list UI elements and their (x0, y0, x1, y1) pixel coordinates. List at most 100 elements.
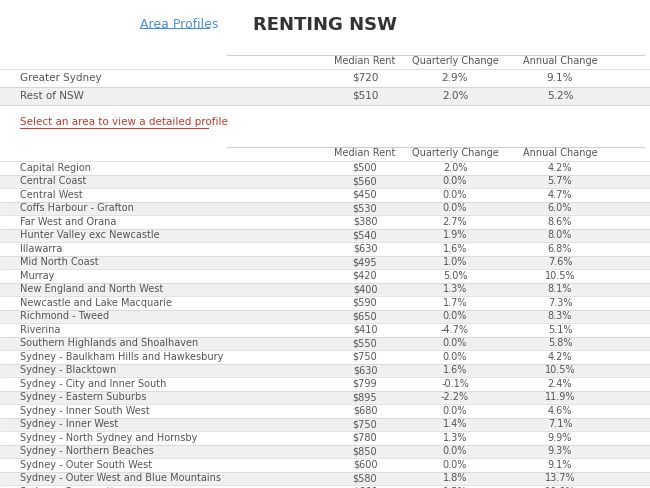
Text: 8.6%: 8.6% (548, 217, 572, 227)
Text: 0.0%: 0.0% (443, 406, 467, 416)
Text: New England and North West: New England and North West (20, 284, 163, 294)
Text: 1.3%: 1.3% (443, 433, 467, 443)
Text: 1.8%: 1.8% (443, 473, 467, 483)
Text: Sydney - Parramatta: Sydney - Parramatta (20, 487, 120, 488)
Text: 0.0%: 0.0% (443, 190, 467, 200)
Text: $495: $495 (353, 257, 377, 267)
Text: $550: $550 (352, 338, 378, 348)
Text: Sydney - Outer West and Blue Mountains: Sydney - Outer West and Blue Mountains (20, 473, 221, 483)
Text: Sydney - Eastern Suburbs: Sydney - Eastern Suburbs (20, 392, 146, 402)
Text: 9.1%: 9.1% (548, 460, 572, 470)
Text: 0.0%: 0.0% (443, 460, 467, 470)
Text: 8.0%: 8.0% (548, 230, 572, 240)
Text: 7.3%: 7.3% (548, 298, 572, 308)
Bar (0, 418, 650, 431)
Bar (0, 269, 650, 283)
Bar (0, 161, 650, 175)
Text: 1.9%: 1.9% (443, 230, 467, 240)
Bar (0, 364, 650, 377)
Text: $580: $580 (353, 473, 377, 483)
Text: $500: $500 (353, 163, 377, 173)
Bar (0, 215, 650, 228)
Text: $560: $560 (353, 176, 377, 186)
Text: 0.0%: 0.0% (443, 352, 467, 362)
Text: 1.6%: 1.6% (443, 365, 467, 375)
Text: 5.2%: 5.2% (547, 91, 573, 101)
Text: Capital Region: Capital Region (20, 163, 91, 173)
Bar (0, 390, 650, 404)
Text: 2.0%: 2.0% (443, 163, 467, 173)
Bar (0, 377, 650, 390)
Text: $850: $850 (353, 446, 377, 456)
Text: Mid North Coast: Mid North Coast (20, 257, 99, 267)
Text: $780: $780 (353, 433, 377, 443)
Bar (0, 350, 650, 364)
Text: 4.2%: 4.2% (548, 163, 572, 173)
Text: 5.0%: 5.0% (443, 271, 467, 281)
Text: $630: $630 (353, 244, 377, 254)
Text: $680: $680 (353, 406, 377, 416)
Text: RENTING NSW: RENTING NSW (253, 16, 397, 34)
Text: $600: $600 (353, 460, 377, 470)
Text: Median Rent: Median Rent (334, 148, 396, 158)
Bar (0, 188, 650, 202)
Text: $750: $750 (352, 352, 378, 362)
Bar (0, 242, 650, 256)
Text: -0.1%: -0.1% (441, 379, 469, 389)
Bar (0, 69, 650, 87)
Text: 0.0%: 0.0% (443, 446, 467, 456)
Text: $450: $450 (353, 190, 377, 200)
Text: 5.7%: 5.7% (548, 176, 572, 186)
Bar (0, 175, 650, 188)
Text: 0.0%: 0.0% (443, 311, 467, 321)
Text: $590: $590 (353, 298, 377, 308)
Text: 5.8%: 5.8% (548, 338, 572, 348)
Text: Area Profiles: Area Profiles (140, 19, 218, 32)
Bar (0, 309, 650, 323)
Text: $630: $630 (353, 365, 377, 375)
Text: 11.9%: 11.9% (545, 392, 575, 402)
Text: 10.5%: 10.5% (545, 271, 575, 281)
Bar (0, 337, 650, 350)
Text: $750: $750 (352, 419, 378, 429)
Text: 6.8%: 6.8% (548, 244, 572, 254)
Text: 7.6%: 7.6% (548, 257, 572, 267)
Text: 1.3%: 1.3% (443, 284, 467, 294)
Text: $510: $510 (352, 91, 378, 101)
Text: $720: $720 (352, 73, 378, 83)
Text: $420: $420 (353, 271, 377, 281)
Text: Far West and Orana: Far West and Orana (20, 217, 116, 227)
Bar (0, 256, 650, 269)
Text: $410: $410 (353, 325, 377, 335)
Text: Sydney - Outer South West: Sydney - Outer South West (20, 460, 152, 470)
Bar (0, 283, 650, 296)
Text: Riverina: Riverina (20, 325, 60, 335)
Text: Quarterly Change: Quarterly Change (411, 56, 499, 66)
Text: Southern Highlands and Shoalhaven: Southern Highlands and Shoalhaven (20, 338, 198, 348)
Text: 1.4%: 1.4% (443, 419, 467, 429)
Bar (0, 323, 650, 337)
Text: 2.4%: 2.4% (548, 379, 572, 389)
Bar (0, 431, 650, 445)
Text: Median Rent: Median Rent (334, 56, 396, 66)
Text: $530: $530 (353, 203, 377, 213)
Text: Newcastle and Lake Macquarie: Newcastle and Lake Macquarie (20, 298, 172, 308)
Text: $895: $895 (353, 392, 377, 402)
Text: 8.3%: 8.3% (548, 311, 572, 321)
Bar (0, 296, 650, 309)
Text: Sydney - Blacktown: Sydney - Blacktown (20, 365, 116, 375)
Text: 7.1%: 7.1% (548, 419, 572, 429)
Text: 4.7%: 4.7% (548, 190, 572, 200)
Text: $660: $660 (353, 487, 377, 488)
Text: $380: $380 (353, 217, 377, 227)
Text: 1.0%: 1.0% (443, 257, 467, 267)
Text: Coffs Harbour - Grafton: Coffs Harbour - Grafton (20, 203, 134, 213)
Bar (0, 202, 650, 215)
Text: Sydney - City and Inner South: Sydney - City and Inner South (20, 379, 166, 389)
Text: Richmond - Tweed: Richmond - Tweed (20, 311, 109, 321)
Text: 2.9%: 2.9% (442, 73, 468, 83)
Text: 2.7%: 2.7% (443, 217, 467, 227)
Text: 6.0%: 6.0% (548, 203, 572, 213)
Bar (0, 458, 650, 471)
Text: 0.0%: 0.0% (443, 203, 467, 213)
